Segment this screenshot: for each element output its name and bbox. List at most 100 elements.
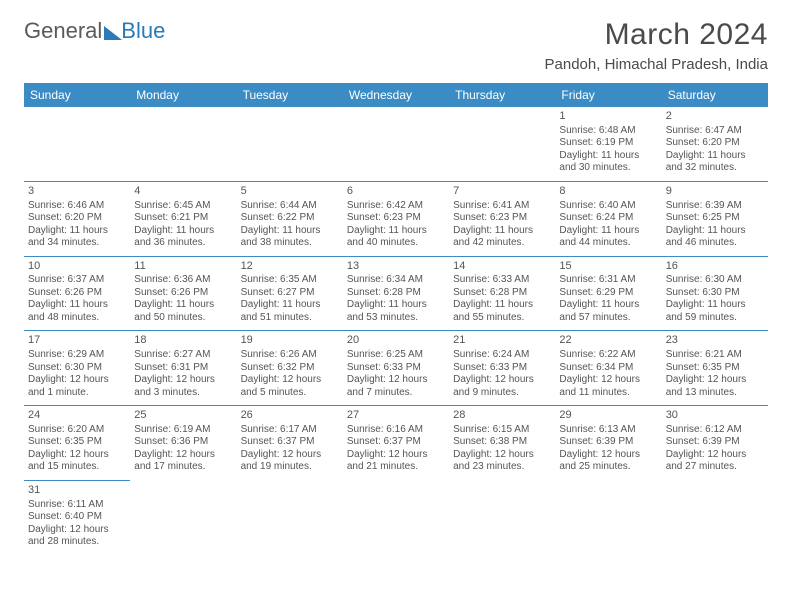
- calendar-day: [130, 480, 236, 554]
- sunset-text: Sunset: 6:35 PM: [666, 362, 764, 375]
- sunset-text: Sunset: 6:30 PM: [28, 362, 126, 375]
- day-number: 10: [28, 260, 126, 274]
- calendar-day: 18Sunrise: 6:27 AMSunset: 6:31 PMDayligh…: [130, 331, 236, 406]
- day1-text: Daylight: 12 hours: [559, 374, 657, 387]
- sunset-text: Sunset: 6:23 PM: [453, 212, 551, 225]
- day1-text: Daylight: 11 hours: [134, 299, 232, 312]
- day-number: 21: [453, 334, 551, 348]
- day1-text: Daylight: 11 hours: [453, 225, 551, 238]
- day2-text: and 15 minutes.: [28, 461, 126, 474]
- day1-text: Daylight: 11 hours: [559, 225, 657, 238]
- sunrise-text: Sunrise: 6:37 AM: [28, 274, 126, 287]
- calendar-day: [449, 480, 555, 554]
- logo-text-general: General: [24, 18, 102, 44]
- sunset-text: Sunset: 6:40 PM: [28, 511, 126, 524]
- day2-text: and 55 minutes.: [453, 312, 551, 325]
- calendar-day: 10Sunrise: 6:37 AMSunset: 6:26 PMDayligh…: [24, 256, 130, 331]
- day-number: 3: [28, 185, 126, 199]
- calendar-day: 6Sunrise: 6:42 AMSunset: 6:23 PMDaylight…: [343, 181, 449, 256]
- day1-text: Daylight: 11 hours: [559, 299, 657, 312]
- calendar-day: 22Sunrise: 6:22 AMSunset: 6:34 PMDayligh…: [555, 331, 661, 406]
- day-number: 7: [453, 185, 551, 199]
- sunrise-text: Sunrise: 6:34 AM: [347, 274, 445, 287]
- day1-text: Daylight: 12 hours: [28, 374, 126, 387]
- day-number: 15: [559, 260, 657, 274]
- day-number: 23: [666, 334, 764, 348]
- weekday-header: Monday: [130, 83, 236, 107]
- day1-text: Daylight: 11 hours: [347, 299, 445, 312]
- sunrise-text: Sunrise: 6:39 AM: [666, 200, 764, 213]
- sunrise-text: Sunrise: 6:44 AM: [241, 200, 339, 213]
- calendar-day: 29Sunrise: 6:13 AMSunset: 6:39 PMDayligh…: [555, 406, 661, 481]
- calendar-day: 31Sunrise: 6:11 AMSunset: 6:40 PMDayligh…: [24, 480, 130, 554]
- sunrise-text: Sunrise: 6:41 AM: [453, 200, 551, 213]
- sunset-text: Sunset: 6:29 PM: [559, 287, 657, 300]
- sunset-text: Sunset: 6:37 PM: [241, 436, 339, 449]
- sunset-text: Sunset: 6:38 PM: [453, 436, 551, 449]
- day2-text: and 9 minutes.: [453, 387, 551, 400]
- calendar-day: 17Sunrise: 6:29 AMSunset: 6:30 PMDayligh…: [24, 331, 130, 406]
- sunrise-text: Sunrise: 6:42 AM: [347, 200, 445, 213]
- sunset-text: Sunset: 6:21 PM: [134, 212, 232, 225]
- calendar-day: 26Sunrise: 6:17 AMSunset: 6:37 PMDayligh…: [237, 406, 343, 481]
- day1-text: Daylight: 12 hours: [666, 374, 764, 387]
- sunset-text: Sunset: 6:20 PM: [666, 137, 764, 150]
- logo-text-blue: Blue: [121, 18, 165, 44]
- sunrise-text: Sunrise: 6:25 AM: [347, 349, 445, 362]
- day1-text: Daylight: 12 hours: [559, 449, 657, 462]
- day-number: 12: [241, 260, 339, 274]
- sunset-text: Sunset: 6:19 PM: [559, 137, 657, 150]
- calendar-table: SundayMondayTuesdayWednesdayThursdayFrid…: [24, 83, 768, 555]
- sunrise-text: Sunrise: 6:20 AM: [28, 424, 126, 437]
- weekday-header: Tuesday: [237, 83, 343, 107]
- day2-text: and 42 minutes.: [453, 237, 551, 250]
- day1-text: Daylight: 11 hours: [559, 150, 657, 163]
- day1-text: Daylight: 11 hours: [28, 299, 126, 312]
- calendar-week: 24Sunrise: 6:20 AMSunset: 6:35 PMDayligh…: [24, 406, 768, 481]
- day2-text: and 53 minutes.: [347, 312, 445, 325]
- day-number: 27: [347, 409, 445, 423]
- day-number: 31: [28, 484, 126, 498]
- day-number: 8: [559, 185, 657, 199]
- calendar-day: 5Sunrise: 6:44 AMSunset: 6:22 PMDaylight…: [237, 181, 343, 256]
- calendar-day: 27Sunrise: 6:16 AMSunset: 6:37 PMDayligh…: [343, 406, 449, 481]
- sunrise-text: Sunrise: 6:13 AM: [559, 424, 657, 437]
- sunset-text: Sunset: 6:26 PM: [28, 287, 126, 300]
- sunrise-text: Sunrise: 6:36 AM: [134, 274, 232, 287]
- calendar-body: 1Sunrise: 6:48 AMSunset: 6:19 PMDaylight…: [24, 107, 768, 555]
- day2-text: and 51 minutes.: [241, 312, 339, 325]
- day2-text: and 21 minutes.: [347, 461, 445, 474]
- day-number: 26: [241, 409, 339, 423]
- day1-text: Daylight: 11 hours: [241, 225, 339, 238]
- month-title: March 2024: [545, 18, 768, 52]
- day1-text: Daylight: 12 hours: [241, 449, 339, 462]
- logo: General Blue: [24, 18, 165, 44]
- sunset-text: Sunset: 6:22 PM: [241, 212, 339, 225]
- logo-sail-icon: [104, 26, 122, 40]
- day-number: 29: [559, 409, 657, 423]
- sunrise-text: Sunrise: 6:26 AM: [241, 349, 339, 362]
- day2-text: and 44 minutes.: [559, 237, 657, 250]
- weekday-header: Thursday: [449, 83, 555, 107]
- calendar-day: 30Sunrise: 6:12 AMSunset: 6:39 PMDayligh…: [662, 406, 768, 481]
- weekday-header: Saturday: [662, 83, 768, 107]
- day2-text: and 5 minutes.: [241, 387, 339, 400]
- sunset-text: Sunset: 6:30 PM: [666, 287, 764, 300]
- day1-text: Daylight: 11 hours: [347, 225, 445, 238]
- sunrise-text: Sunrise: 6:29 AM: [28, 349, 126, 362]
- day-number: 13: [347, 260, 445, 274]
- calendar-day: 3Sunrise: 6:46 AMSunset: 6:20 PMDaylight…: [24, 181, 130, 256]
- day1-text: Daylight: 12 hours: [666, 449, 764, 462]
- sunset-text: Sunset: 6:39 PM: [559, 436, 657, 449]
- sunset-text: Sunset: 6:23 PM: [347, 212, 445, 225]
- day2-text: and 19 minutes.: [241, 461, 339, 474]
- sunset-text: Sunset: 6:36 PM: [134, 436, 232, 449]
- calendar-day: [662, 480, 768, 554]
- calendar-day: [130, 107, 236, 181]
- day1-text: Daylight: 11 hours: [134, 225, 232, 238]
- sunrise-text: Sunrise: 6:27 AM: [134, 349, 232, 362]
- calendar-day: 23Sunrise: 6:21 AMSunset: 6:35 PMDayligh…: [662, 331, 768, 406]
- sunset-text: Sunset: 6:24 PM: [559, 212, 657, 225]
- calendar-day: 13Sunrise: 6:34 AMSunset: 6:28 PMDayligh…: [343, 256, 449, 331]
- day-number: 22: [559, 334, 657, 348]
